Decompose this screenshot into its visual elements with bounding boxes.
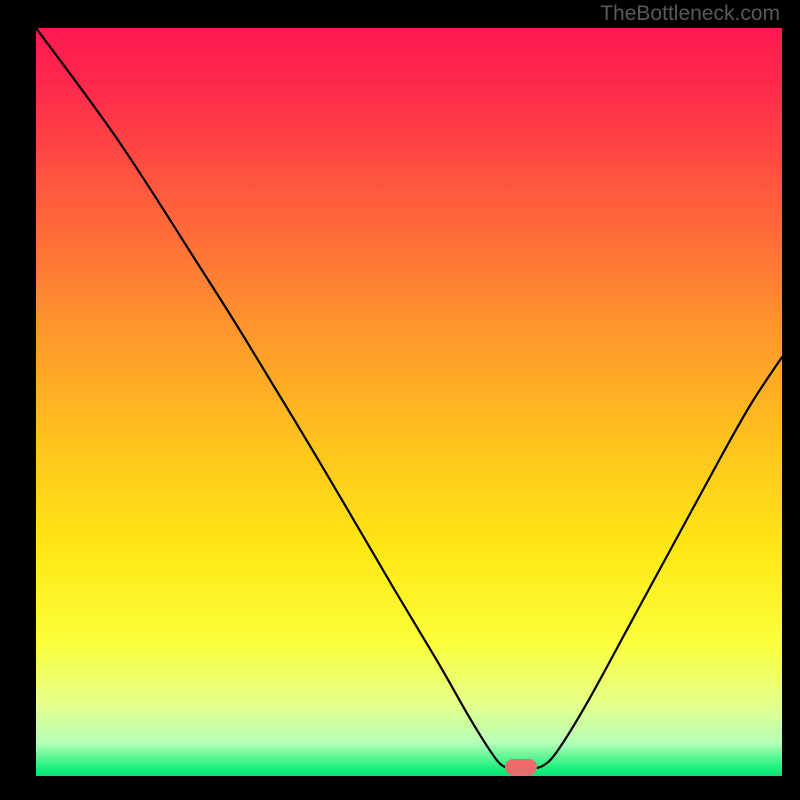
- watermark-text: TheBottleneck.com: [600, 2, 780, 26]
- optimum-marker: [505, 759, 536, 775]
- chart-frame: TheBottleneck.com: [0, 0, 800, 800]
- plot-area: [36, 28, 782, 776]
- bottleneck-curve: [36, 28, 782, 776]
